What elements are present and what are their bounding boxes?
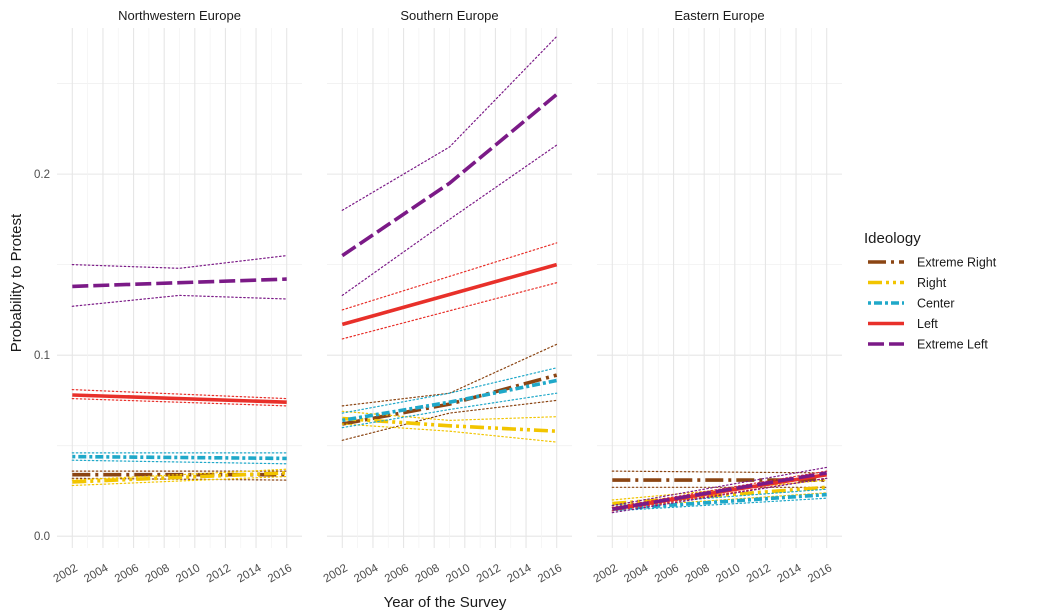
panel-title: Northwestern Europe — [118, 8, 241, 23]
x-tick-label: 2014 — [775, 562, 804, 585]
grid — [327, 28, 572, 548]
x-tick-label: 2004 — [622, 562, 651, 585]
series-line — [612, 471, 827, 511]
series-left — [71, 389, 288, 407]
ci-upper-line — [71, 389, 288, 400]
ci-lower-line — [71, 459, 288, 465]
ci-lower-line — [71, 475, 288, 487]
series-extreme-left — [71, 255, 288, 307]
series-line — [72, 454, 287, 461]
series-extreme-left — [611, 466, 828, 514]
panel-title: Southern Europe — [400, 8, 498, 23]
grid — [597, 28, 842, 548]
series-line — [342, 416, 557, 433]
x-tick-label: 2012 — [475, 562, 503, 585]
legend-title: Ideology — [864, 230, 921, 247]
ci-lower-line — [71, 398, 288, 407]
ci-lower-line — [611, 477, 828, 514]
x-tick-label: 2016 — [266, 562, 294, 585]
ci-lower-line — [341, 399, 558, 441]
legend-label: Extreme Left — [917, 338, 988, 352]
legend-label: Left — [917, 317, 938, 331]
legend-item-extreme-left: Extreme Left — [868, 338, 988, 352]
ci-lower-line — [71, 294, 288, 307]
y-tick-label: 0.2 — [34, 169, 50, 181]
series-line — [341, 93, 558, 258]
x-tick-label: 2006 — [113, 562, 141, 585]
ci-upper-line — [71, 468, 288, 481]
x-tick-label: 2002 — [52, 562, 80, 585]
x-tick-label: 2002 — [592, 562, 620, 585]
x-tick-label: 2008 — [144, 562, 172, 585]
legend-label: Extreme Right — [917, 256, 997, 270]
series-center — [71, 452, 288, 465]
legend-item-center: Center — [868, 297, 955, 311]
x-tick-label: 2006 — [653, 562, 681, 585]
x-axis-title: Year of the Survey — [384, 594, 507, 611]
x-tick-label: 2016 — [536, 562, 564, 585]
x-tick-label: 2014 — [235, 562, 264, 585]
legend-item-right: Right — [868, 276, 947, 290]
series-extreme-left — [341, 35, 558, 296]
ci-upper-line — [611, 466, 828, 507]
x-tick-label: 2002 — [322, 562, 350, 585]
ci-lower-line — [341, 423, 558, 443]
legend-label: Center — [917, 297, 955, 311]
series-center — [341, 367, 558, 429]
y-tick-label: 0.0 — [34, 531, 50, 543]
panel-title: Eastern Europe — [674, 8, 764, 23]
x-tick-label: 2016 — [806, 562, 834, 585]
series-line — [341, 262, 558, 327]
legend-label: Right — [917, 276, 947, 290]
series-right — [71, 468, 288, 487]
series-left — [341, 242, 558, 340]
ci-lower-line — [341, 282, 558, 340]
x-tick-label: 2014 — [505, 562, 534, 585]
ci-upper-line — [341, 242, 558, 311]
x-tick-label: 2010 — [444, 562, 472, 585]
x-tick-label: 2010 — [174, 562, 202, 585]
legend-item-left: Left — [868, 317, 938, 331]
series-line — [72, 393, 287, 404]
x-tick-label: 2004 — [82, 562, 111, 585]
legend: Ideology Extreme RightRightCenterLeftExt… — [864, 230, 997, 352]
ci-upper-line — [611, 470, 828, 474]
legend-item-extreme-right: Extreme Right — [868, 256, 997, 270]
legend-items: Extreme Right Right Center Left Extreme Left — [868, 256, 997, 352]
ci-upper-line — [71, 255, 288, 269]
series-line — [341, 373, 558, 426]
grid — [57, 28, 302, 548]
ci-lower-line — [341, 144, 558, 296]
series-line — [341, 378, 558, 423]
x-tick-label: 2010 — [714, 562, 742, 585]
x-tick-label: 2004 — [352, 562, 381, 585]
x-tick-label: 2008 — [414, 562, 442, 585]
ci-lower-line — [611, 497, 828, 512]
series-line — [72, 471, 287, 484]
y-axis-title: Probability to Protest — [8, 213, 25, 352]
series-line — [72, 277, 287, 289]
ci-lower-line — [341, 392, 558, 429]
ci-upper-line — [341, 35, 558, 211]
x-tick-label: 2006 — [383, 562, 411, 585]
y-tick-label: 0.1 — [34, 350, 50, 362]
x-tick-label: 2008 — [684, 562, 712, 585]
x-tick-label: 2012 — [205, 562, 233, 585]
ci-upper-line — [341, 367, 558, 414]
x-tick-label: 2012 — [745, 562, 773, 585]
